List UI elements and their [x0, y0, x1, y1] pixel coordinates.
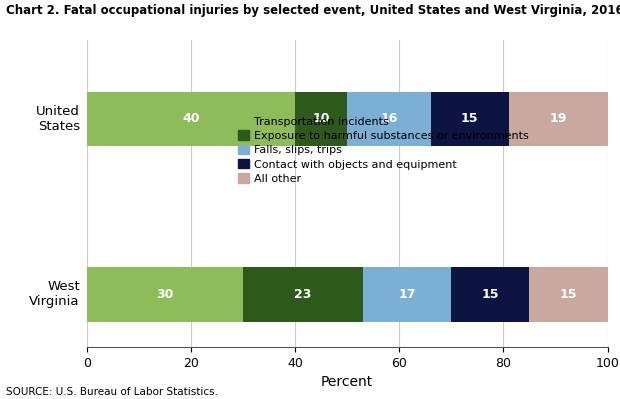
Bar: [430, 92, 508, 146]
Text: 15: 15: [482, 288, 499, 301]
Text: 10: 10: [312, 113, 330, 125]
X-axis label: Percent: Percent: [321, 375, 373, 389]
Bar: [347, 92, 430, 146]
Bar: [529, 267, 608, 322]
Bar: [508, 92, 608, 146]
Text: 30: 30: [156, 288, 174, 301]
Text: 19: 19: [549, 113, 567, 125]
Bar: [243, 267, 363, 322]
Bar: [87, 92, 295, 146]
Bar: [295, 92, 347, 146]
Text: Chart 2. Fatal occupational injuries by selected event, United States and West V: Chart 2. Fatal occupational injuries by …: [6, 4, 620, 17]
Text: SOURCE: U.S. Bureau of Labor Statistics.: SOURCE: U.S. Bureau of Labor Statistics.: [6, 387, 218, 397]
Text: 15: 15: [461, 113, 479, 125]
Bar: [363, 267, 451, 322]
Text: 17: 17: [398, 288, 416, 301]
Legend: Transportation incidents, Exposure to harmful substances or environments, Falls,: Transportation incidents, Exposure to ha…: [238, 116, 528, 184]
Text: 15: 15: [560, 288, 577, 301]
Bar: [87, 267, 243, 322]
Text: 23: 23: [294, 288, 312, 301]
Text: 40: 40: [182, 113, 200, 125]
Text: 16: 16: [380, 113, 397, 125]
Bar: [451, 267, 529, 322]
